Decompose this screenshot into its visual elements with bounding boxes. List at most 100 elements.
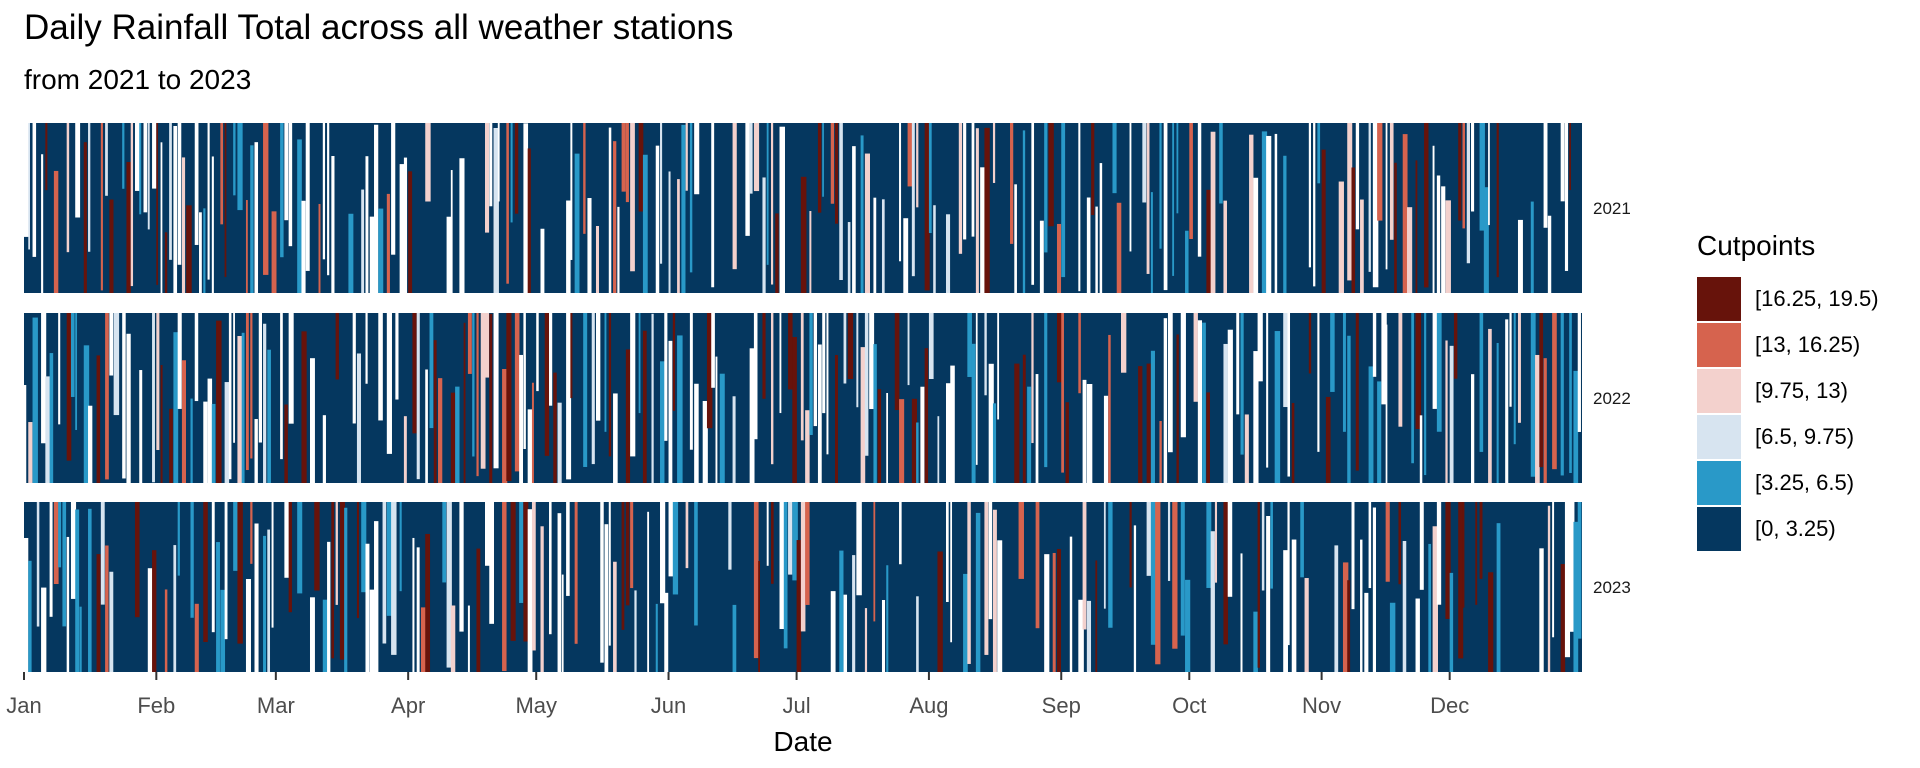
facet-panels [24, 123, 1582, 672]
horizon-band [348, 213, 354, 293]
horizon-band [75, 313, 78, 430]
horizon-band [1180, 313, 1186, 438]
horizon-band [681, 124, 686, 293]
horizon-band [459, 502, 464, 632]
horizon-band [570, 313, 573, 399]
horizon-band [237, 502, 243, 644]
horizon-band [412, 537, 415, 672]
horizon-band [1560, 313, 1564, 476]
horizon-band [356, 502, 359, 619]
horizon-band [1219, 123, 1223, 204]
horizon-band [164, 232, 168, 293]
horizon-band [1436, 313, 1442, 432]
horizon-band [672, 502, 679, 595]
x-axis: Jan Feb Mar Apr May Jun Jul Aug Sep Oct Nov Dec Date [6, 672, 1469, 757]
horizon-band [361, 502, 367, 593]
horizon-band [1035, 502, 1040, 629]
horizon-band [1163, 123, 1168, 291]
horizon-band [497, 123, 500, 202]
horizon-band [429, 313, 434, 429]
horizon-band [1146, 363, 1151, 483]
horizon-band [88, 405, 93, 483]
horizon-band [1236, 313, 1240, 415]
horizon-band [1462, 502, 1465, 608]
horizon-band [258, 313, 262, 443]
horizon-band [1385, 324, 1388, 483]
horizon-band [937, 551, 943, 672]
horizon-band [288, 123, 293, 247]
horizon-band [694, 123, 700, 195]
horizon-band [339, 502, 345, 660]
horizon-band [32, 317, 38, 483]
horizon-band [1462, 123, 1465, 229]
horizon-band [1496, 342, 1499, 483]
horizon-band [203, 401, 208, 483]
horizon-band [66, 123, 70, 253]
horizon-band [1172, 502, 1178, 649]
horizon-band [860, 135, 864, 293]
horizon-band [1569, 502, 1575, 632]
horizon-band [254, 419, 258, 483]
horizon-band [1227, 502, 1233, 597]
horizon-band [459, 158, 465, 293]
horizon-band [224, 123, 227, 278]
horizon-band [566, 502, 570, 596]
horizon-band [450, 392, 456, 483]
horizon-band [992, 123, 996, 183]
horizon-band [1202, 322, 1206, 483]
horizon-band [1573, 370, 1579, 483]
horizon-band [485, 313, 490, 378]
horizon-band [1453, 313, 1458, 379]
horizon-band [199, 212, 202, 293]
horizon-band [732, 396, 736, 483]
horizon-band [975, 512, 981, 672]
x-tick-label: Nov [1302, 693, 1341, 718]
horizon-band [1449, 572, 1454, 672]
horizon-band [911, 398, 917, 483]
horizon-band [32, 123, 37, 257]
horizon-band [1274, 133, 1278, 293]
horizon-band [425, 533, 431, 672]
horizon-band [660, 361, 665, 483]
horizon-band [408, 171, 413, 293]
horizon-band [1031, 123, 1035, 285]
horizon-band [958, 123, 963, 254]
horizon-band [608, 502, 611, 646]
horizon-band [711, 313, 715, 388]
horizon-band [685, 502, 689, 569]
horizon-band [668, 171, 671, 293]
horizon-band [715, 356, 718, 483]
facet-panel-2021 [24, 123, 1582, 294]
horizon-band [49, 502, 53, 617]
horizon-band [134, 123, 141, 191]
horizon-band [980, 167, 985, 293]
horizon-band [864, 608, 868, 672]
horizon-band [852, 146, 856, 293]
horizon-band [309, 597, 315, 672]
horizon-band [489, 123, 493, 207]
horizon-band [783, 502, 788, 649]
horizon-band [1283, 313, 1288, 408]
x-tick-label: Jun [651, 693, 686, 718]
horizon-band [1513, 313, 1516, 445]
horizon-band [822, 123, 824, 197]
horizon-band [899, 502, 902, 565]
horizon-band [1398, 313, 1403, 427]
horizon-band [642, 330, 647, 483]
horizon-band [1411, 313, 1414, 464]
horizon-band [728, 502, 732, 570]
horizon-band [1082, 379, 1087, 483]
x-tick-label: Aug [909, 693, 948, 718]
horizon-band [660, 123, 663, 264]
horizon-band [160, 365, 163, 483]
horizon-band [105, 313, 109, 480]
horizon-band [852, 555, 856, 672]
horizon-band [1351, 167, 1356, 293]
horizon-band [245, 200, 248, 293]
horizon-band [800, 176, 807, 293]
horizon-band [220, 123, 224, 225]
horizon-band [382, 502, 387, 644]
horizon-band [412, 313, 417, 434]
horizon-band [574, 153, 580, 293]
